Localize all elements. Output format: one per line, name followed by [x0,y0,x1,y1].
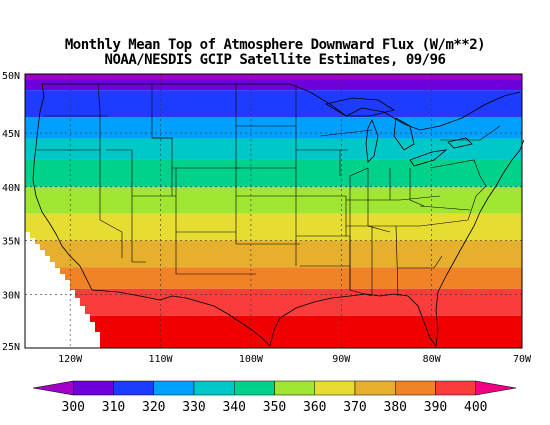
colorbar-segment [395,380,436,396]
colorbar-label: 400 [464,400,487,415]
longitude-label: 100W [239,354,264,365]
colorbar-segment [153,380,195,396]
colorbar-segment [234,380,275,396]
latitude-label: 45N [2,129,20,140]
flux-band [25,74,522,80]
colorbar-labels: 300 310 320 330 340 350 360 370 380 390 400 [62,400,488,415]
longitude-labels: 120W 110W 100W 90W 80W 70W [58,354,532,365]
no-data-area [25,232,100,348]
latitude-label: 40N [2,183,20,194]
colorbar-segment [354,380,396,396]
colorbar [32,380,517,396]
graticule [25,74,522,348]
colorbar-label: 310 [102,400,125,415]
flux-band [25,240,522,268]
colorbar-segment [113,380,154,396]
colorbar-label: 320 [142,400,165,415]
colorbar-segment [314,380,356,396]
colorbar-segment [73,380,114,396]
colorbar-label: 380 [384,400,407,415]
colorbar-label: 300 [62,400,85,415]
colorbar-segment [274,380,315,396]
flux-bands [25,74,522,348]
west-coastline [32,83,93,291]
lake-huron [393,117,415,151]
colorbar-label: 370 [343,400,366,415]
latitude-label: 35N [2,237,20,248]
flux-band [25,159,522,187]
lake-erie [409,149,448,167]
colorbar-segment [435,380,476,396]
longitude-label: 90W [332,354,351,365]
flux-band [25,90,522,117]
longitude-label: 80W [423,354,442,365]
canada-border [42,83,521,131]
colorbar-segment [193,380,235,396]
colorbar-label: 340 [223,400,246,415]
latitude-labels: 50N 45N 40N 35N 30N 25N [2,71,20,353]
map-frame [24,73,523,349]
flux-band [25,138,522,160]
colorbar-label: 360 [303,400,326,415]
colorbar-segment [475,380,517,396]
longitude-label: 120W [58,354,83,365]
coastline-and-borders [32,83,525,347]
colorbar-segment [32,380,74,396]
lake-ontario [447,137,473,149]
flux-band [25,267,522,289]
mexico-border [91,289,271,347]
colorbar-label: 390 [424,400,447,415]
longitude-label: 70W [513,354,532,365]
east-coastline [435,139,525,347]
lake-michigan [365,119,379,163]
longitude-label: 110W [148,354,173,365]
flux-band [25,213,522,241]
map-subtitle: NOAA/NESDIS GCIP Satellite Estimates, 09… [104,52,446,68]
colorbar-label: 350 [263,400,286,415]
colorbar-label: 330 [182,400,205,415]
lake-superior [324,97,396,117]
map-title: Monthly Mean Top of Atmosphere Downward … [64,37,486,53]
gulf-coastline [269,293,437,347]
flux-band [25,116,522,139]
latitude-label: 50N [2,71,20,82]
latitude-label: 25N [2,342,20,353]
state-borders [36,83,501,297]
latitude-label: 30N [2,290,20,301]
flux-band [25,186,522,214]
flux-band [25,288,522,316]
